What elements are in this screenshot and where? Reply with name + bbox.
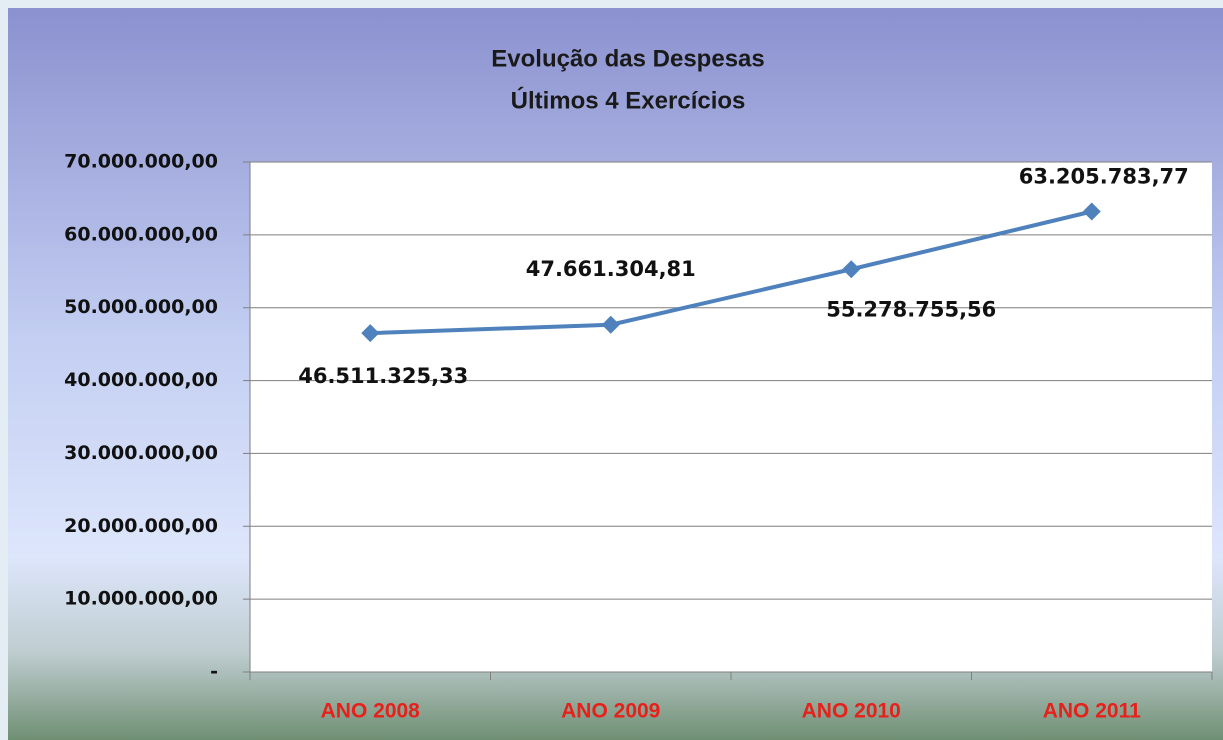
data-point: [842, 260, 861, 279]
x-tick-label: ANO 2010: [802, 700, 901, 723]
data-point: [601, 315, 620, 334]
y-tick-label: -: [210, 661, 218, 683]
chart-title: Evolução das Despesas: [491, 45, 764, 72]
data-label: 46.511.325,33: [298, 364, 468, 388]
data-point: [361, 324, 380, 343]
y-tick-label: 50.000.000,00: [64, 296, 218, 318]
y-tick-label: 30.000.000,00: [64, 442, 218, 464]
y-tick-label: 60.000.000,00: [64, 223, 218, 245]
data-line: [370, 209, 1093, 336]
data-label: 63.205.783,77: [1019, 165, 1189, 189]
plot-area: [250, 162, 1212, 672]
data-label: 55.278.755,56: [826, 297, 996, 321]
x-tick-label: ANO 2008: [321, 700, 421, 723]
chart-subtitle: Últimos 4 Exercícios: [511, 86, 746, 114]
x-tick-label: ANO 2011: [1043, 700, 1141, 723]
y-tick-label: 40.000.000,00: [64, 369, 218, 391]
data-point: [1082, 202, 1101, 221]
x-tick-label: ANO 2009: [561, 700, 660, 723]
y-tick-label: 20.000.000,00: [64, 515, 218, 537]
y-tick-label: 70.000.000,00: [64, 151, 218, 173]
y-tick-label: 10.000.000,00: [64, 588, 218, 610]
data-label: 47.661.304,81: [526, 257, 696, 281]
